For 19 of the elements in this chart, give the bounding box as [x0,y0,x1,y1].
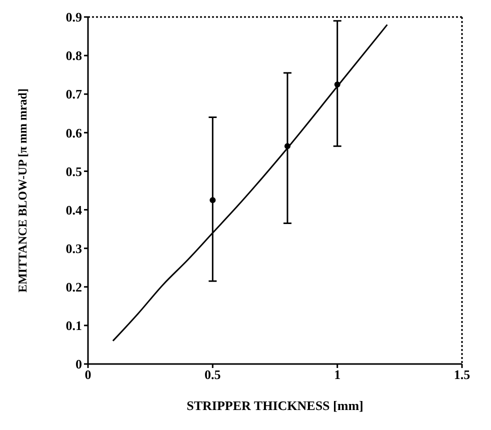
point [334,81,340,88]
x-tick-label: 1.5 [454,367,471,382]
y-tick-label: 0.9 [66,10,82,25]
y-tick-label: 0.7 [66,86,82,102]
y-tick-label: 0.4 [66,202,82,218]
line-series [112,24,388,342]
x-tick-label: 0.5 [204,367,222,382]
y-tick-label: 0.3 [66,240,82,256]
y-tick-label: 0.2 [66,280,82,295]
y-axis-title: EMITTANCE BLOW-UP [π mm mrad] [15,88,30,292]
y-tick-label: 0.8 [66,48,82,64]
point [210,197,216,204]
y-tick-label: 0 [76,356,82,372]
y-tick-label: 0.1 [66,318,82,334]
x-tick-label: 1 [334,367,341,382]
point [284,143,290,150]
x-axis-title: STRIPPER THICKNESS [mm] [186,398,364,413]
y-tick-label: 0.5 [66,164,82,179]
y-tick-label: 0.6 [66,125,82,140]
